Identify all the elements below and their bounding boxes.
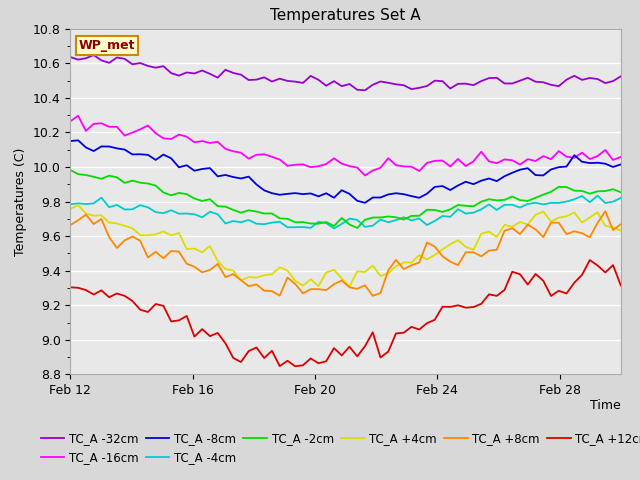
TC_A -4cm: [144, 204, 152, 210]
TC_A +4cm: [346, 284, 353, 289]
TC_A -32cm: [431, 78, 438, 84]
TC_A -8cm: [392, 191, 400, 196]
TC_A -8cm: [152, 157, 159, 163]
TC_A +12cm: [586, 257, 594, 263]
TC_A +4cm: [617, 228, 625, 233]
Line: TC_A -32cm: TC_A -32cm: [70, 55, 621, 90]
TC_A +4cm: [67, 206, 74, 212]
TC_A -16cm: [454, 156, 462, 162]
Line: TC_A -2cm: TC_A -2cm: [70, 170, 621, 228]
TC_A +4cm: [431, 252, 438, 258]
TC_A +8cm: [385, 267, 392, 273]
TC_A +4cm: [454, 237, 462, 243]
TC_A +4cm: [586, 215, 594, 220]
TC_A -32cm: [586, 75, 594, 81]
TC_A +12cm: [67, 285, 74, 290]
TC_A -16cm: [74, 113, 82, 119]
TC_A +12cm: [447, 304, 454, 310]
TC_A -2cm: [253, 209, 260, 215]
Legend: TC_A -32cm, TC_A -16cm, TC_A -8cm, TC_A -4cm, TC_A -2cm, TC_A +4cm, TC_A +8cm, T: TC_A -32cm, TC_A -16cm, TC_A -8cm, TC_A …: [41, 432, 640, 464]
TC_A -4cm: [385, 219, 392, 225]
TC_A -16cm: [431, 158, 438, 164]
TC_A -16cm: [260, 151, 268, 157]
TC_A -32cm: [454, 81, 462, 87]
TC_A -2cm: [447, 206, 454, 212]
TC_A -4cm: [594, 193, 602, 199]
TC_A -4cm: [447, 214, 454, 220]
TC_A +8cm: [602, 208, 609, 214]
TC_A -16cm: [392, 162, 400, 168]
TC_A -2cm: [423, 207, 431, 213]
TC_A +12cm: [423, 320, 431, 326]
TC_A -16cm: [617, 154, 625, 160]
TC_A +8cm: [423, 240, 431, 245]
TC_A -4cm: [617, 195, 625, 201]
TC_A +12cm: [291, 363, 299, 369]
TC_A +4cm: [260, 272, 268, 278]
TC_A -8cm: [454, 182, 462, 188]
TC_A -32cm: [361, 87, 369, 93]
TC_A -32cm: [152, 65, 159, 71]
Line: TC_A +4cm: TC_A +4cm: [70, 205, 621, 287]
TC_A -32cm: [260, 74, 268, 80]
TC_A -32cm: [90, 52, 97, 58]
Text: WP_met: WP_met: [79, 39, 135, 52]
TC_A +4cm: [152, 231, 159, 237]
X-axis label: Time: Time: [590, 398, 621, 411]
TC_A +4cm: [392, 264, 400, 269]
TC_A +8cm: [578, 230, 586, 236]
TC_A -2cm: [385, 214, 392, 219]
TC_A +12cm: [253, 345, 260, 350]
Line: TC_A -8cm: TC_A -8cm: [70, 140, 621, 203]
TC_A -8cm: [74, 137, 82, 143]
TC_A -2cm: [67, 167, 74, 173]
TC_A -2cm: [617, 189, 625, 195]
TC_A -2cm: [144, 180, 152, 186]
Title: Temperatures Set A: Temperatures Set A: [270, 9, 421, 24]
TC_A -8cm: [260, 188, 268, 193]
TC_A +8cm: [67, 222, 74, 228]
TC_A -8cm: [586, 160, 594, 166]
TC_A -8cm: [67, 138, 74, 144]
TC_A -16cm: [586, 156, 594, 162]
TC_A -2cm: [353, 225, 361, 231]
TC_A -16cm: [152, 131, 159, 136]
TC_A -4cm: [423, 222, 431, 228]
TC_A +12cm: [144, 309, 152, 315]
TC_A +12cm: [617, 283, 625, 288]
TC_A +8cm: [617, 221, 625, 227]
TC_A -4cm: [578, 193, 586, 199]
TC_A -4cm: [253, 221, 260, 227]
TC_A -8cm: [431, 184, 438, 190]
TC_A -4cm: [67, 201, 74, 207]
TC_A -16cm: [67, 118, 74, 124]
TC_A +8cm: [144, 254, 152, 260]
TC_A -4cm: [330, 226, 338, 231]
Line: TC_A -4cm: TC_A -4cm: [70, 196, 621, 228]
Line: TC_A -16cm: TC_A -16cm: [70, 116, 621, 175]
Y-axis label: Temperatures (C): Temperatures (C): [14, 147, 28, 256]
TC_A -2cm: [198, 198, 206, 204]
TC_A +8cm: [369, 293, 376, 299]
TC_A -8cm: [361, 200, 369, 206]
TC_A -32cm: [617, 73, 625, 79]
TC_A -16cm: [361, 172, 369, 178]
TC_A -8cm: [617, 162, 625, 168]
TC_A -32cm: [67, 54, 74, 60]
Line: TC_A +12cm: TC_A +12cm: [70, 260, 621, 366]
TC_A +12cm: [578, 272, 586, 278]
TC_A +12cm: [385, 349, 392, 355]
TC_A -32cm: [392, 82, 400, 87]
TC_A +8cm: [253, 281, 260, 287]
Line: TC_A +8cm: TC_A +8cm: [70, 211, 621, 296]
TC_A +8cm: [447, 259, 454, 264]
TC_A +4cm: [74, 202, 82, 208]
